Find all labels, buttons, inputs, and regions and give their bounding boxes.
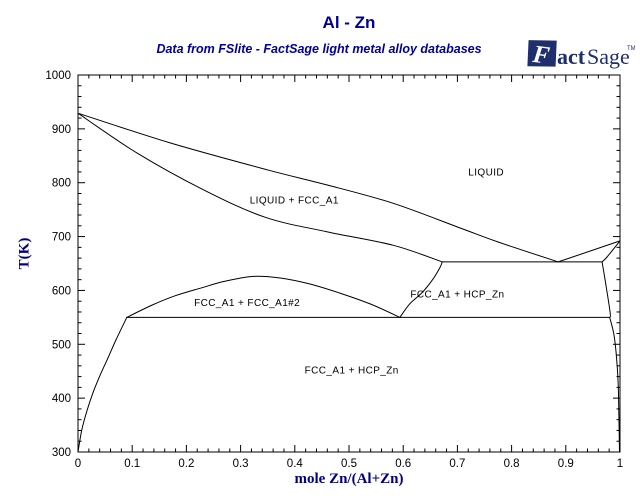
hcp-solidus-curve: [601, 240, 621, 263]
liquidus-zn-side-curve: [557, 240, 621, 263]
y-tick-label: 700: [52, 232, 71, 244]
x-tick-label: 0.1: [124, 458, 140, 470]
y-tick-label: 800: [52, 178, 71, 190]
x-tick-label: 0: [75, 458, 81, 470]
x-axis-title: mole Zn/(Al+Zn): [294, 471, 404, 487]
y-tick-label: 300: [52, 447, 71, 459]
y-tick-label: 1000: [45, 70, 71, 82]
y-tick-label: 400: [52, 393, 71, 405]
solidus-fcc-curve: [77, 112, 443, 263]
x-tick-label: 0.4: [287, 458, 304, 470]
logo-text-act: act: [557, 44, 586, 69]
phase-region-label: LIQUID + FCC_A1: [250, 195, 339, 206]
phase-region-label: FCC_A1 + HCP_Zn: [410, 290, 504, 301]
liquidus-al-side-curve: [77, 112, 559, 263]
y-tick-label: 600: [52, 285, 71, 297]
chart-subtitle: Data from FSlite - FactSage light metal …: [156, 42, 482, 56]
x-tick-label: 0.8: [504, 458, 520, 470]
fcc2-solvus-curve: [399, 261, 443, 318]
x-tick-label: 0.2: [178, 458, 194, 470]
logo-letter-f: F: [530, 41, 551, 70]
hcp-solvus-upper-curve: [601, 261, 611, 318]
phase-region-label: FCC_A1 + FCC_A1#2: [194, 298, 300, 309]
al-rich-solvus-curve: [77, 316, 128, 453]
x-tick-label: 0.5: [341, 458, 357, 470]
phase-region-label: FCC_A1 + HCP_Zn: [305, 366, 399, 377]
phase-region-label: LIQUID: [468, 167, 504, 178]
x-tick-label: 0.6: [395, 458, 411, 470]
fcc-miscibility-dome-curve: [126, 275, 401, 318]
y-tick-label: 900: [52, 124, 71, 136]
logo-flag-shape: [527, 40, 557, 67]
plot-frame: [77, 74, 621, 453]
factsage-logo: F act Sage TM: [527, 40, 635, 70]
x-tick-label: 0.3: [233, 458, 249, 470]
x-tick-label: 0.7: [449, 458, 465, 470]
y-tick-label: 500: [52, 339, 71, 351]
x-tick-label: 0.9: [558, 458, 574, 470]
x-tick-label: 1: [617, 458, 623, 470]
chart-title: Al - Zn: [322, 13, 376, 32]
logo-trademark: TM: [627, 46, 635, 52]
logo-text-sage: Sage: [587, 44, 630, 69]
hcp-solvus-lower-curve: [609, 316, 620, 453]
